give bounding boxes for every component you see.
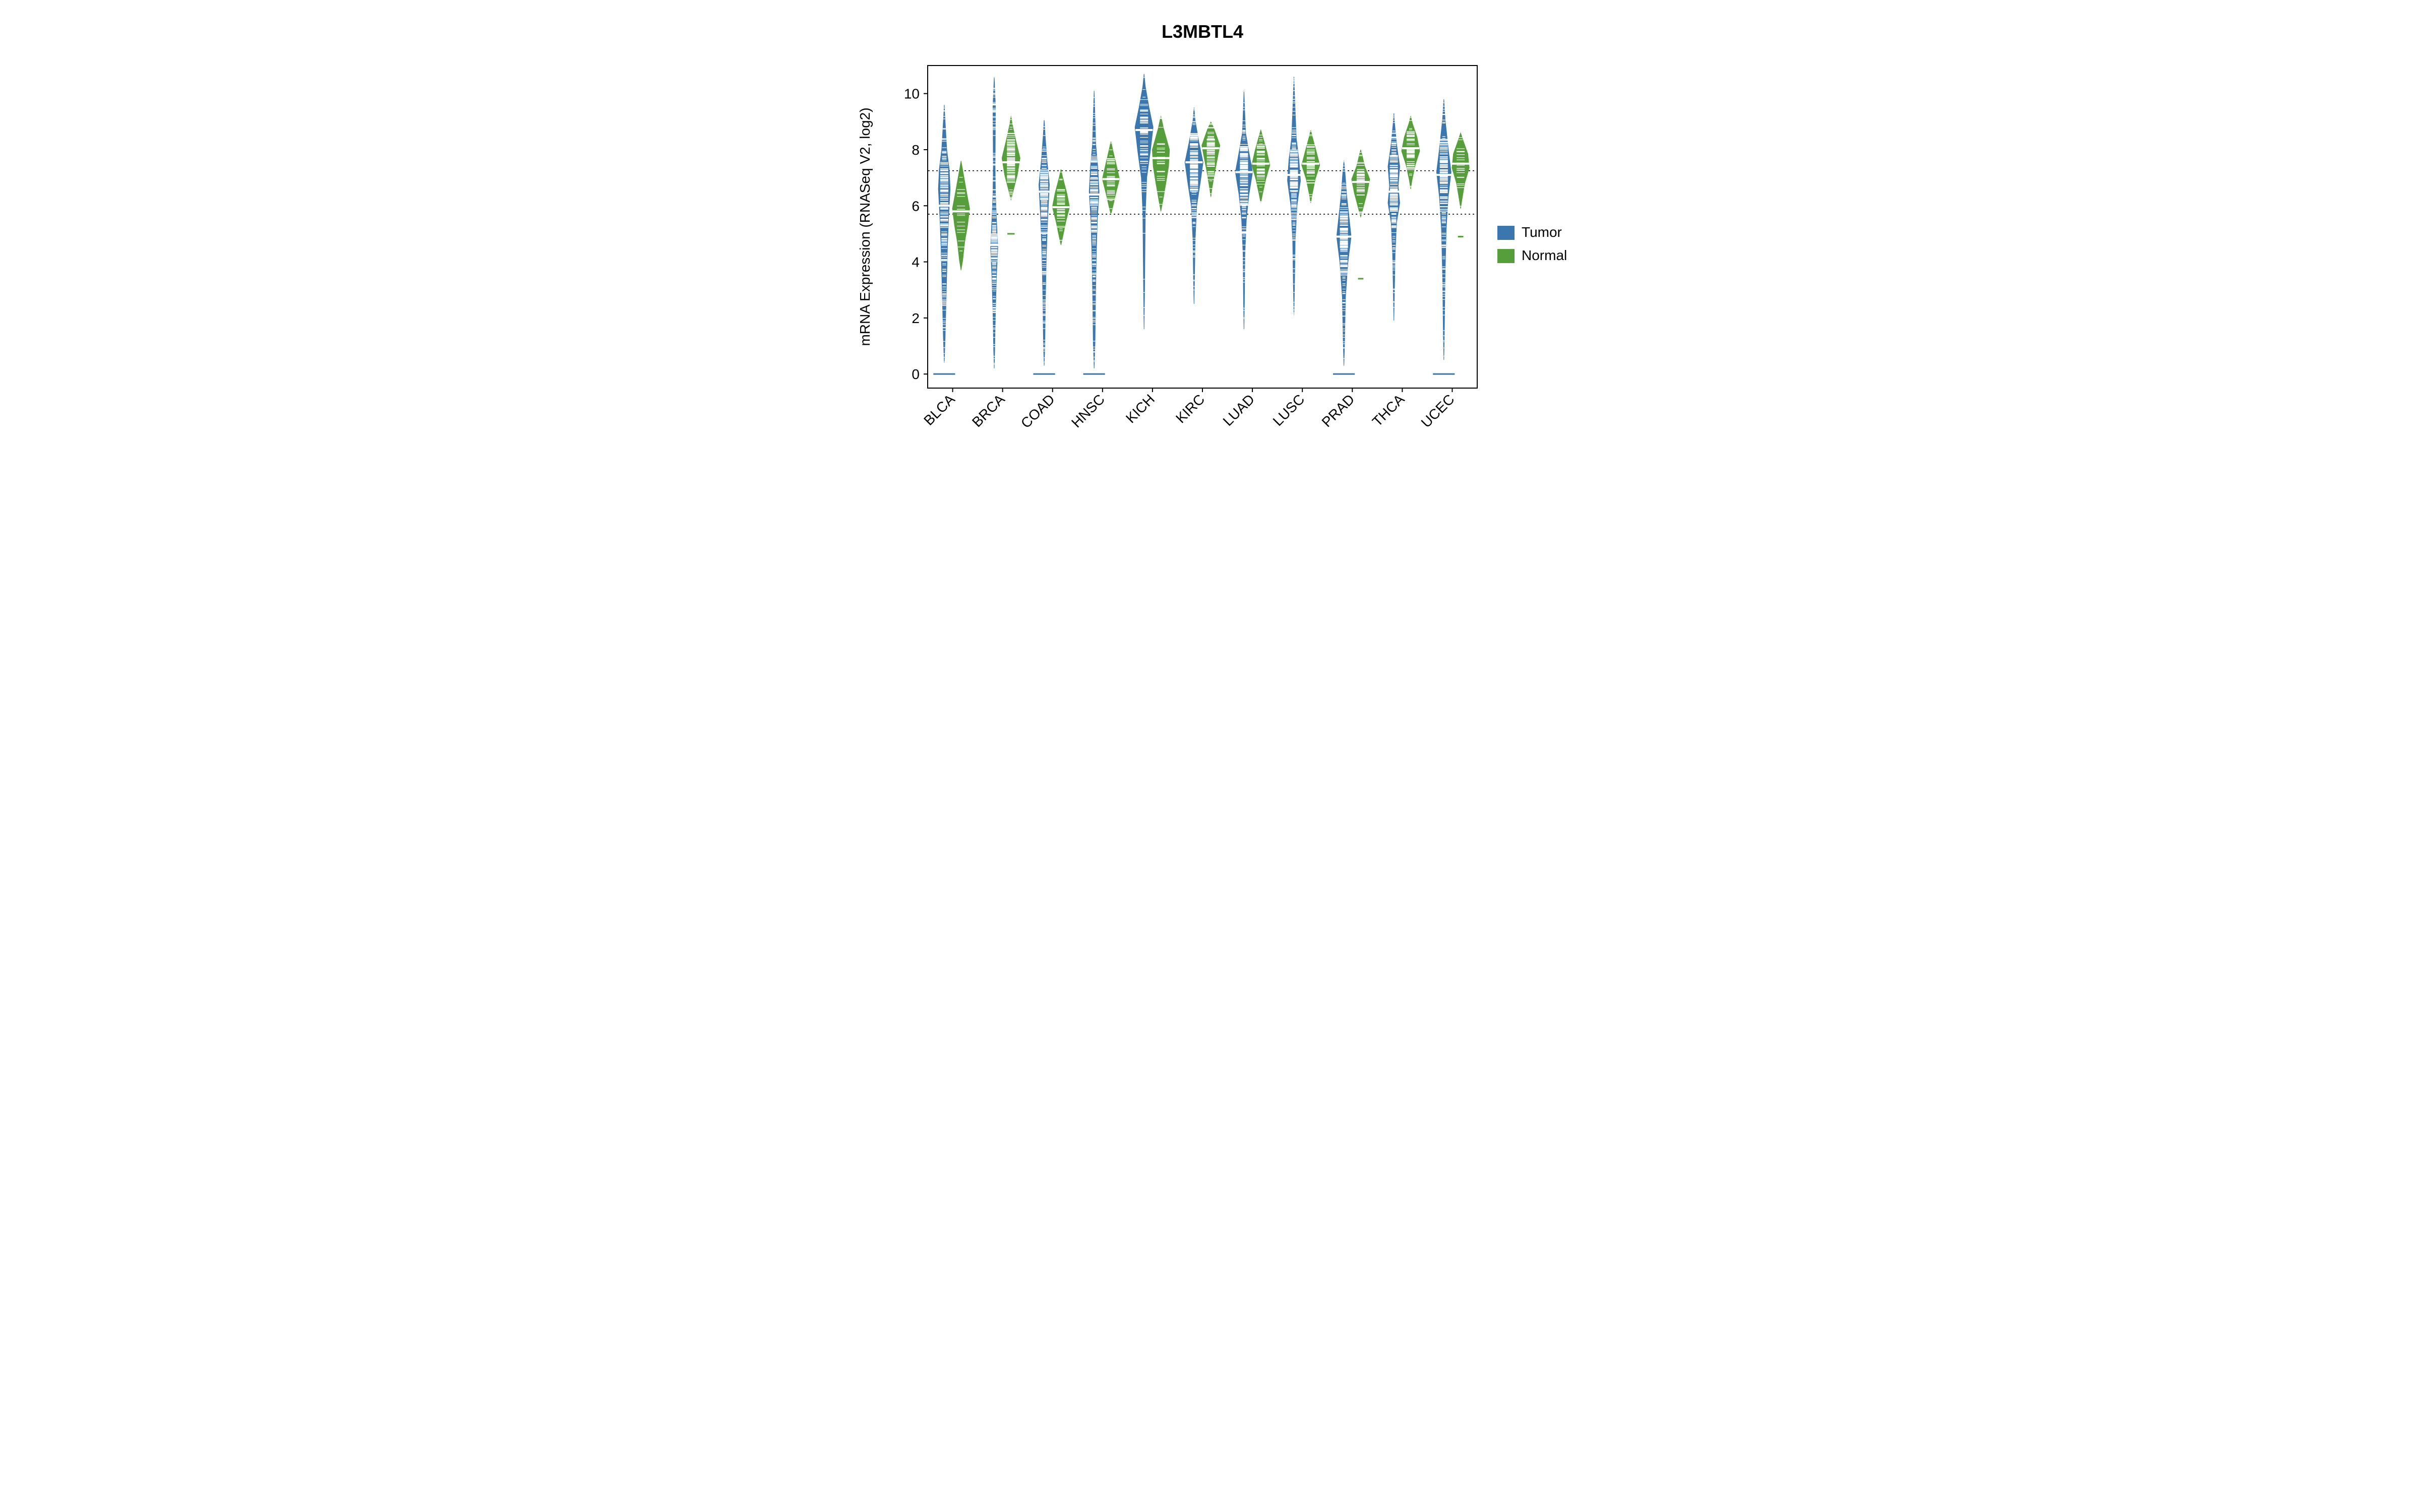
violin-tumor-PRAD <box>1333 161 1355 374</box>
violin-tumor-BLCA <box>933 105 955 374</box>
violin-tumor-COAD <box>1033 119 1055 374</box>
violin-normal-COAD <box>1052 169 1069 245</box>
y-axis-label: mRNA Expression (RNASeq V2, log2) <box>857 107 873 346</box>
x-tick-label: BLCA <box>921 391 958 428</box>
violin-normal-BRCA <box>1002 116 1020 234</box>
violin-tumor-LUSC <box>1285 77 1302 315</box>
violin-normal-HNSC <box>1102 141 1119 214</box>
violin-tumor-UCEC <box>1433 99 1455 374</box>
violin-normal-LUSC <box>1302 130 1320 203</box>
violin-tumor-THCA <box>1385 113 1403 321</box>
x-tick-label: BRCA <box>969 391 1008 430</box>
violin-shape <box>1089 91 1099 368</box>
violin-normal-THCA <box>1402 116 1420 189</box>
violin-plot-svg: 0 2 4 6 8 10 mRNA Expression (RNASeq V2, log2)… <box>827 0 1593 479</box>
y-tick-label: 10 <box>904 86 920 102</box>
violin-tumor-HNSC <box>1083 91 1105 374</box>
y-tick-label: 4 <box>912 255 920 270</box>
legend-swatch <box>1497 226 1515 240</box>
chart-title: L3MBTL4 <box>1162 21 1243 42</box>
chart-root: 0 2 4 6 8 10 mRNA Expression (RNASeq V2, log2)… <box>827 0 1593 479</box>
violin-normal-LUAD <box>1252 130 1270 203</box>
violin-normal-KIRC <box>1202 121 1220 197</box>
violin-normal-UCEC <box>1452 133 1469 237</box>
legend: Tumor Normal <box>1497 224 1567 263</box>
violin-tumor-BRCA <box>986 77 1003 368</box>
violin-normal-KICH <box>1152 116 1169 211</box>
legend-swatch <box>1497 249 1515 263</box>
legend-label: Tumor <box>1522 224 1562 240</box>
y-tick-label: 8 <box>912 142 920 158</box>
violin-normal-BLCA <box>952 161 970 270</box>
x-tick-label: LUSC <box>1270 391 1308 429</box>
y-tick-label: 2 <box>912 310 920 326</box>
x-tick-label: LUAD <box>1220 391 1258 429</box>
x-tick-label: PRAD <box>1319 391 1358 430</box>
x-tick-label: THCA <box>1369 391 1408 429</box>
legend-label: Normal <box>1522 247 1567 263</box>
violin-tumor-LUAD <box>1235 91 1252 329</box>
x-tick-label: COAD <box>1018 391 1058 431</box>
violin-shape <box>1135 74 1153 329</box>
violin-shape <box>1452 133 1469 209</box>
x-tick-label: UCEC <box>1418 391 1458 430</box>
violin-shape <box>1302 130 1320 203</box>
violin-tumor-KICH <box>1135 74 1153 329</box>
x-tick-label: HNSC <box>1068 391 1108 430</box>
x-tick-label: KIRC <box>1173 391 1207 426</box>
violin-tumor-KIRC <box>1185 108 1203 304</box>
violin-shape <box>1288 77 1301 315</box>
violin-normal-PRAD <box>1352 150 1370 279</box>
y-tick-label: 0 <box>912 366 920 382</box>
y-tick-label: 6 <box>912 198 920 214</box>
violin-shape <box>938 105 950 363</box>
x-tick-label: KICH <box>1123 391 1158 426</box>
violin-shape <box>1352 150 1370 217</box>
